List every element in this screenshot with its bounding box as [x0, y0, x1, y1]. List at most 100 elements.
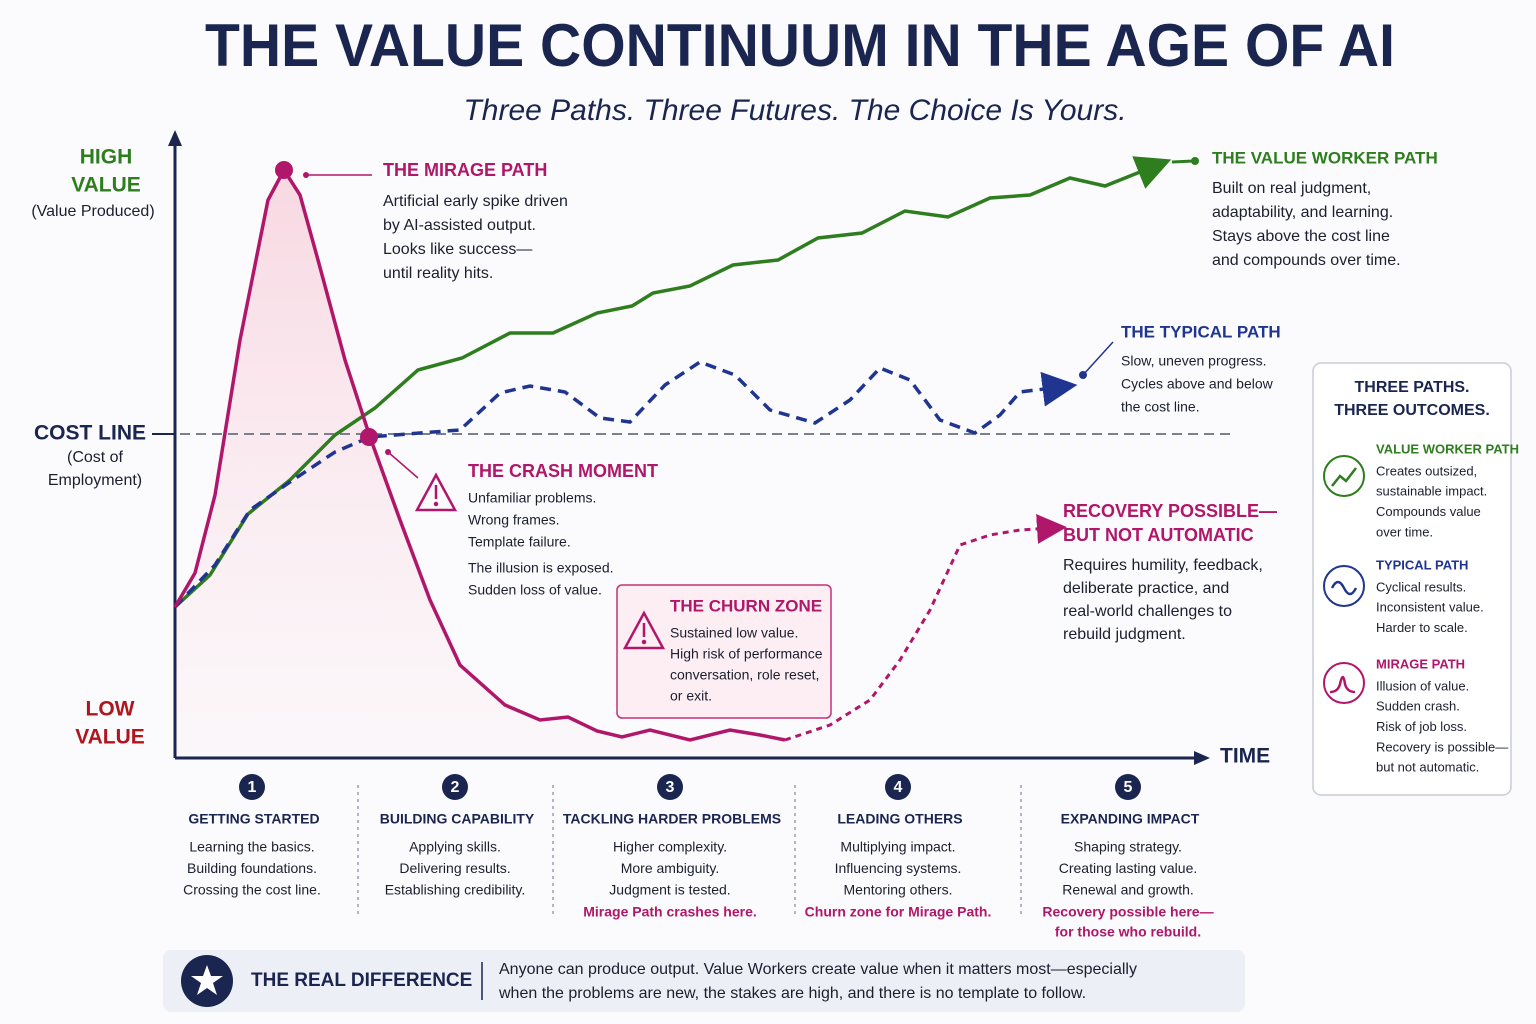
callout-text: deliberate practice, and	[1063, 580, 1229, 597]
stage-text: Establishing credibility.	[385, 882, 526, 898]
axis-label: HIGH	[80, 146, 133, 169]
legend-title: THREE PATHS.	[1355, 379, 1470, 396]
stage-text: Judgment is tested.	[609, 882, 730, 898]
stages	[357, 785, 1022, 915]
callout-text: Stays above the cost line	[1212, 228, 1390, 245]
stage-badge	[1115, 774, 1141, 800]
axis-note: (Value Produced)	[31, 203, 154, 220]
stage-badge	[885, 774, 911, 800]
stage-text: Delivering results.	[399, 860, 510, 876]
callout-title: RECOVERY POSSIBLE—	[1063, 501, 1277, 521]
footer-box	[163, 950, 1245, 1012]
stage-note: Recovery possible here—	[1042, 904, 1213, 920]
callout-title: THE MIRAGE PATH	[383, 160, 547, 180]
stage-number: 2	[451, 779, 460, 796]
stage-text: Crossing the cost line.	[183, 882, 321, 898]
legend-text: Cyclical results.	[1376, 579, 1466, 594]
axis-note: Employment)	[48, 472, 142, 489]
callout-text: Wrong frames.	[468, 512, 560, 528]
stage-title: LEADING OTHERS	[837, 811, 962, 827]
legend-icon	[1329, 675, 1356, 694]
mirage-area	[175, 170, 800, 758]
stage-text: Creating lasting value.	[1059, 860, 1198, 876]
x-arrow	[1194, 751, 1210, 765]
legend-name: MIRAGE PATH	[1376, 656, 1465, 671]
leader	[1082, 341, 1114, 376]
crash-point	[360, 428, 378, 446]
stage-text: Multiplying impact.	[840, 839, 955, 855]
stage-note: Mirage Path crashes here.	[583, 904, 757, 920]
axis-label: LOW	[86, 698, 135, 721]
callout-text: adaptability, and learning.	[1212, 204, 1393, 221]
legend-text: Creates outsized,	[1376, 463, 1477, 478]
legend-text: Inconsistent value.	[1376, 600, 1484, 615]
stage-badge	[239, 774, 265, 800]
legend-icon	[1323, 565, 1365, 607]
legend-name: VALUE WORKER PATH	[1376, 441, 1519, 456]
legend-icon	[1331, 467, 1357, 487]
stage-text: Higher complexity.	[613, 839, 727, 855]
callout-title: THE CRASH MOMENT	[468, 461, 658, 481]
axis-label: VALUE	[71, 174, 141, 197]
footer-label: THE REAL DIFFERENCE	[251, 970, 472, 991]
callout-title: THE VALUE WORKER PATH	[1212, 148, 1438, 167]
callout-text: High risk of performance	[670, 646, 823, 662]
stage-text: Renewal and growth.	[1062, 882, 1194, 898]
legend-text: Compounds value	[1376, 504, 1481, 519]
legend-name: TYPICAL PATH	[1376, 557, 1468, 572]
stage-badge	[657, 774, 683, 800]
legend-title: THREE OUTCOMES.	[1334, 402, 1490, 419]
callout-text: Looks like success—	[383, 241, 532, 258]
legend-text: Sudden crash.	[1376, 699, 1460, 714]
subtitle: Three Paths. Three Futures. The Choice I…	[463, 94, 1126, 127]
callout-text: Sudden loss of value.	[468, 582, 602, 598]
callout-text: Artificial early spike driven	[383, 193, 568, 210]
leader	[387, 451, 419, 479]
title: THE VALUE CONTINUUM IN THE AGE OF AI	[205, 12, 1395, 79]
callout-text: rebuild judgment.	[1063, 626, 1186, 643]
stage-badge	[442, 774, 468, 800]
callout-text: and compounds over time.	[1212, 252, 1401, 269]
value-worker-curve	[173, 156, 1172, 609]
star	[191, 965, 223, 995]
stage-note: Churn zone for Mirage Path.	[805, 904, 992, 920]
legend-text: Harder to scale.	[1376, 620, 1468, 635]
value-worker-dot	[1191, 157, 1199, 165]
legend-text: Risk of job loss.	[1376, 719, 1467, 734]
axis-note: (Cost of	[67, 449, 124, 466]
callout-text: Template failure.	[468, 534, 571, 550]
stage-text: More ambiguity.	[621, 860, 720, 876]
legend-icon	[1323, 662, 1365, 704]
stage-title: BUILDING CAPABILITY	[380, 811, 535, 827]
callout-text: Unfamiliar problems.	[468, 490, 596, 506]
callout-text: the cost line.	[1121, 399, 1200, 415]
stage-text: Influencing systems.	[835, 860, 962, 876]
legend-text: Illusion of value.	[1376, 678, 1469, 693]
stage-number: 5	[1124, 779, 1133, 796]
callout-text: Cycles above and below	[1121, 376, 1274, 392]
callout-title: THE TYPICAL PATH	[1121, 322, 1281, 341]
legend-text: over time.	[1376, 524, 1433, 539]
callout-text: or exit.	[670, 688, 712, 704]
mirage-curve	[173, 166, 786, 742]
stage-number: 3	[666, 779, 675, 796]
y-arrow	[168, 130, 182, 146]
stage-text: Applying skills.	[409, 839, 501, 855]
stage-number: 1	[248, 779, 257, 796]
callout-text: Requires humility, feedback,	[1063, 557, 1263, 574]
legend-icon	[1323, 455, 1365, 497]
legend-text: sustainable impact.	[1376, 484, 1487, 499]
churn-box	[616, 584, 832, 719]
warning-icon	[414, 472, 458, 512]
callout-text: Built on real judgment,	[1212, 180, 1371, 197]
stage-title: EXPANDING IMPACT	[1061, 811, 1200, 827]
callout-text: conversation, role reset,	[670, 667, 819, 683]
axis-label: VALUE	[75, 726, 145, 749]
axis-label: TIME	[1220, 745, 1270, 768]
callout-title: BUT NOT AUTOMATIC	[1063, 525, 1254, 545]
legend-text: Recovery is possible—	[1376, 739, 1508, 754]
callout-text: until reality hits.	[383, 265, 493, 282]
mirage-peak	[275, 161, 293, 179]
callout-title: THE CHURN ZONE	[670, 596, 822, 615]
legend	[1312, 362, 1512, 796]
